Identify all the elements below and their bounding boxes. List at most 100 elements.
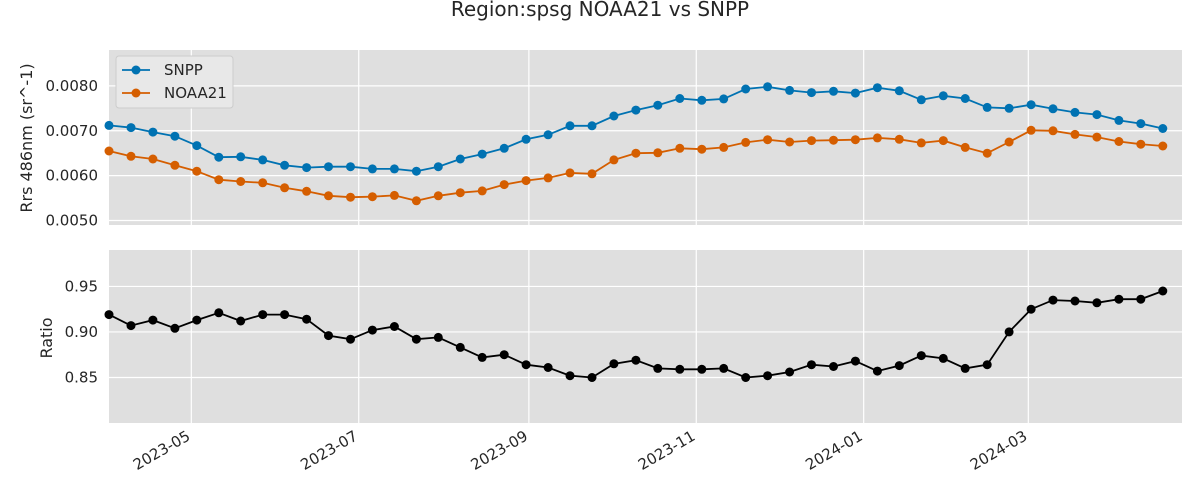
ratio-point	[455, 342, 465, 352]
noaa21-point	[894, 134, 904, 144]
snpp-point	[389, 164, 399, 174]
snpp-point	[521, 134, 531, 144]
ratio-point	[894, 361, 904, 371]
snpp-point	[960, 94, 970, 103]
snpp-point	[324, 162, 333, 172]
snpp-point	[477, 149, 487, 159]
noaa21-point	[872, 133, 882, 143]
snpp-point	[938, 91, 948, 101]
y-tick-label: 0.0080	[46, 77, 99, 95]
noaa21-point	[1070, 129, 1080, 139]
snpp-point	[543, 130, 553, 140]
ratio-point	[258, 310, 268, 320]
ratio-point	[236, 316, 246, 326]
ratio-point	[982, 360, 992, 370]
snpp-point	[170, 131, 180, 141]
noaa21-point	[675, 143, 685, 153]
noaa21-point	[324, 191, 333, 201]
ratio-point	[938, 353, 948, 363]
snpp-point	[697, 95, 707, 105]
snpp-point	[1004, 103, 1014, 113]
noaa21-point	[631, 148, 641, 158]
ratio-point	[1158, 286, 1168, 296]
noaa21-point	[565, 168, 575, 178]
ratio-point	[631, 355, 641, 365]
legend-marker-snpp	[131, 65, 141, 75]
noaa21-point	[960, 142, 970, 152]
ratio-point	[763, 371, 773, 381]
y-tick-label: 0.95	[65, 277, 98, 295]
noaa21-point	[587, 169, 597, 179]
noaa21-point	[609, 155, 619, 165]
ratio-point	[411, 334, 421, 344]
ratio-point	[829, 362, 838, 371]
snpp-point	[807, 88, 816, 98]
snpp-point	[609, 111, 619, 121]
ratio-point	[367, 325, 377, 335]
ratio-point	[521, 360, 531, 370]
ratio-point	[1026, 304, 1036, 314]
snpp-point	[565, 121, 575, 131]
snpp-point	[236, 152, 246, 162]
snpp-point	[982, 102, 992, 112]
bottom-y-axis-label: Ratio	[37, 317, 56, 358]
snpp-point	[741, 84, 751, 94]
ratio-point	[697, 364, 707, 374]
ratio-point	[302, 314, 312, 324]
snpp-point	[587, 121, 597, 131]
noaa21-point	[1158, 141, 1168, 151]
ratio-point	[1048, 295, 1058, 305]
x-tick-label: 2023-09	[468, 427, 531, 474]
legend-label-noaa21: NOAA21	[164, 84, 227, 102]
ratio-point	[609, 359, 619, 369]
noaa21-point	[104, 146, 114, 156]
ratio-point	[477, 352, 487, 362]
legend-label-snpp: SNPP	[164, 61, 203, 79]
noaa21-point	[236, 177, 246, 186]
snpp-point	[367, 164, 377, 174]
noaa21-point	[916, 138, 926, 148]
snpp-point	[280, 160, 290, 170]
snpp-point	[1070, 107, 1080, 117]
snpp-point	[411, 166, 421, 176]
noaa21-point	[829, 135, 838, 145]
noaa21-point	[807, 136, 816, 146]
noaa21-point	[1092, 132, 1102, 142]
noaa21-point	[1026, 125, 1036, 135]
bottom-plot-area	[109, 250, 1182, 423]
snpp-point	[1158, 124, 1168, 133]
noaa21-point	[982, 148, 992, 158]
ratio-point	[280, 310, 290, 320]
snpp-point	[829, 86, 838, 96]
x-tick-label: 2024-03	[967, 427, 1030, 474]
noaa21-point	[148, 154, 158, 164]
noaa21-point	[433, 191, 443, 201]
legend-box	[115, 55, 234, 109]
noaa21-point	[192, 166, 202, 176]
snpp-point	[214, 152, 224, 162]
snpp-point	[126, 123, 136, 133]
noaa21-point	[214, 175, 224, 185]
top-legend: SNPP NOAA21	[115, 55, 234, 109]
ratio-point	[872, 366, 882, 376]
snpp-point	[346, 162, 355, 172]
snpp-point	[631, 105, 641, 115]
y-tick-label: 0.90	[65, 323, 98, 341]
noaa21-point	[455, 188, 465, 198]
noaa21-point	[170, 160, 180, 170]
noaa21-point	[719, 142, 729, 152]
noaa21-point	[280, 183, 290, 193]
x-tick-label: 2023-05	[130, 427, 193, 474]
ratio-point	[807, 360, 816, 370]
ratio-point	[126, 321, 136, 331]
ratio-point	[916, 351, 926, 361]
top-plot-area	[109, 50, 1182, 225]
snpp-point	[1136, 119, 1146, 129]
top-chart-panel: 0.0050 0.0060 0.0070 0.0080 Rrs 486nm (sr^-…	[17, 50, 1182, 230]
x-tick-label: 2023-11	[635, 427, 698, 474]
snpp-point	[455, 154, 465, 164]
snpp-point	[499, 143, 509, 153]
noaa21-point	[1136, 139, 1146, 149]
noaa21-point	[850, 135, 860, 145]
